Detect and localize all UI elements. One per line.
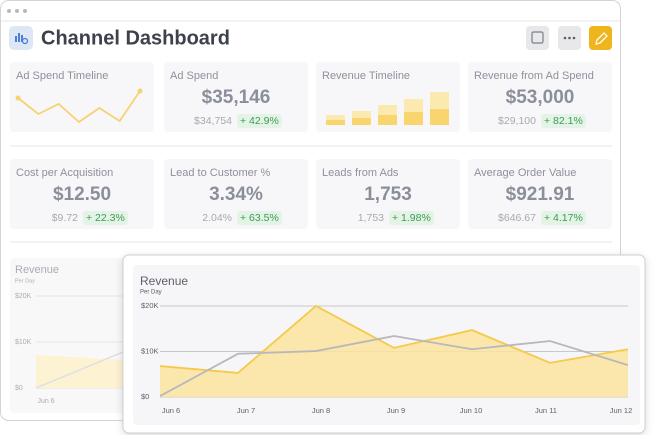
previous-value: $34,754 xyxy=(194,115,232,127)
y-tick-label: $0 xyxy=(141,392,149,401)
x-tick-label: Jun 6 xyxy=(162,406,180,415)
sparkline xyxy=(17,90,141,124)
previous-value: $29,100 xyxy=(498,115,536,127)
timeline-bar xyxy=(326,115,345,120)
timeline-bar xyxy=(404,99,423,112)
y-tick-label: $0 xyxy=(15,385,23,392)
timeline-bar xyxy=(352,111,371,118)
change-value: + 82.1% xyxy=(544,115,583,127)
timeline-bar xyxy=(404,112,423,125)
line xyxy=(159,304,629,374)
change-value: + 4.17% xyxy=(544,212,583,224)
card-title: Revenue from Ad Spend xyxy=(474,70,594,82)
change-badge xyxy=(541,114,586,128)
timeline-bar xyxy=(430,92,449,109)
timeline-bar xyxy=(352,118,371,125)
chart-title: Revenue xyxy=(140,274,188,288)
metric-value: $53,000 xyxy=(506,87,575,108)
previous-value: $646.67 xyxy=(498,212,536,224)
chart-subtitle: Per Day xyxy=(140,290,162,296)
metric-value: $921.91 xyxy=(506,184,575,205)
dashboard-title: Channel Dashboard xyxy=(41,27,230,49)
background-line xyxy=(35,351,124,389)
metric-card xyxy=(10,62,154,132)
previous-value: 2.04% xyxy=(202,212,232,224)
card-title: Lead to Customer % xyxy=(170,167,270,179)
background-chart-title: Revenue xyxy=(15,264,59,276)
metric-value: 1,753 xyxy=(364,184,412,205)
x-tick-label: Jun 11 xyxy=(535,406,557,415)
background-chart-subtitle: Per Day xyxy=(15,278,35,284)
previous-value: $9.72 xyxy=(52,212,78,224)
y-tick-label: $20K xyxy=(141,301,159,310)
calendar-icon xyxy=(531,31,544,44)
dashboard-icon-glyph xyxy=(15,33,29,45)
card-title: Average Order Value xyxy=(474,167,576,179)
card-title: Cost per Acquisition xyxy=(16,167,113,179)
change-badge xyxy=(541,211,586,225)
calendar-button[interactable] xyxy=(526,26,549,50)
sparkline-dot xyxy=(137,88,143,94)
x-tick-label: Jun 9 xyxy=(387,406,405,415)
line xyxy=(159,335,629,397)
change-badge xyxy=(237,114,282,128)
x-tick-label: Jun 6 xyxy=(37,398,54,405)
y-tick-label: $10K xyxy=(15,339,32,346)
x-tick-label: Jun 8 xyxy=(312,406,330,415)
metric-value: $12.50 xyxy=(53,184,111,205)
card-title: Revenue Timeline xyxy=(322,70,410,82)
x-tick-label: Jun 10 xyxy=(460,406,483,415)
sparkline-dot xyxy=(15,95,21,101)
change-badge xyxy=(389,211,434,225)
change-value: + 1.98% xyxy=(392,212,431,224)
change-value: + 63.5% xyxy=(240,212,279,224)
card-title: Ad Spend Timeline xyxy=(16,70,108,82)
x-tick-label: Jun 12 xyxy=(610,406,633,415)
timeline-bar xyxy=(378,115,397,125)
change-badge xyxy=(83,211,128,225)
timeline-bar xyxy=(378,105,397,115)
metric-value: $35,146 xyxy=(202,87,271,108)
area xyxy=(160,306,628,397)
y-tick-label: $20K xyxy=(15,293,32,300)
x-tick-label: Jun 7 xyxy=(237,406,255,415)
change-badge xyxy=(237,211,282,225)
timeline-bar xyxy=(326,120,345,125)
change-value: + 42.9% xyxy=(240,115,279,127)
previous-value: 1,753 xyxy=(358,212,384,224)
edit-icon xyxy=(595,32,608,45)
card-title: Ad Spend xyxy=(170,70,218,82)
more-icon xyxy=(563,36,576,40)
y-tick-label: $10K xyxy=(141,346,159,355)
timeline-bar xyxy=(430,109,449,125)
change-value: + 22.3% xyxy=(86,212,125,224)
card-title: Leads from Ads xyxy=(322,167,399,179)
window-dots xyxy=(7,9,27,13)
edit-button[interactable] xyxy=(589,26,612,50)
metric-value: 3.34% xyxy=(209,184,263,205)
